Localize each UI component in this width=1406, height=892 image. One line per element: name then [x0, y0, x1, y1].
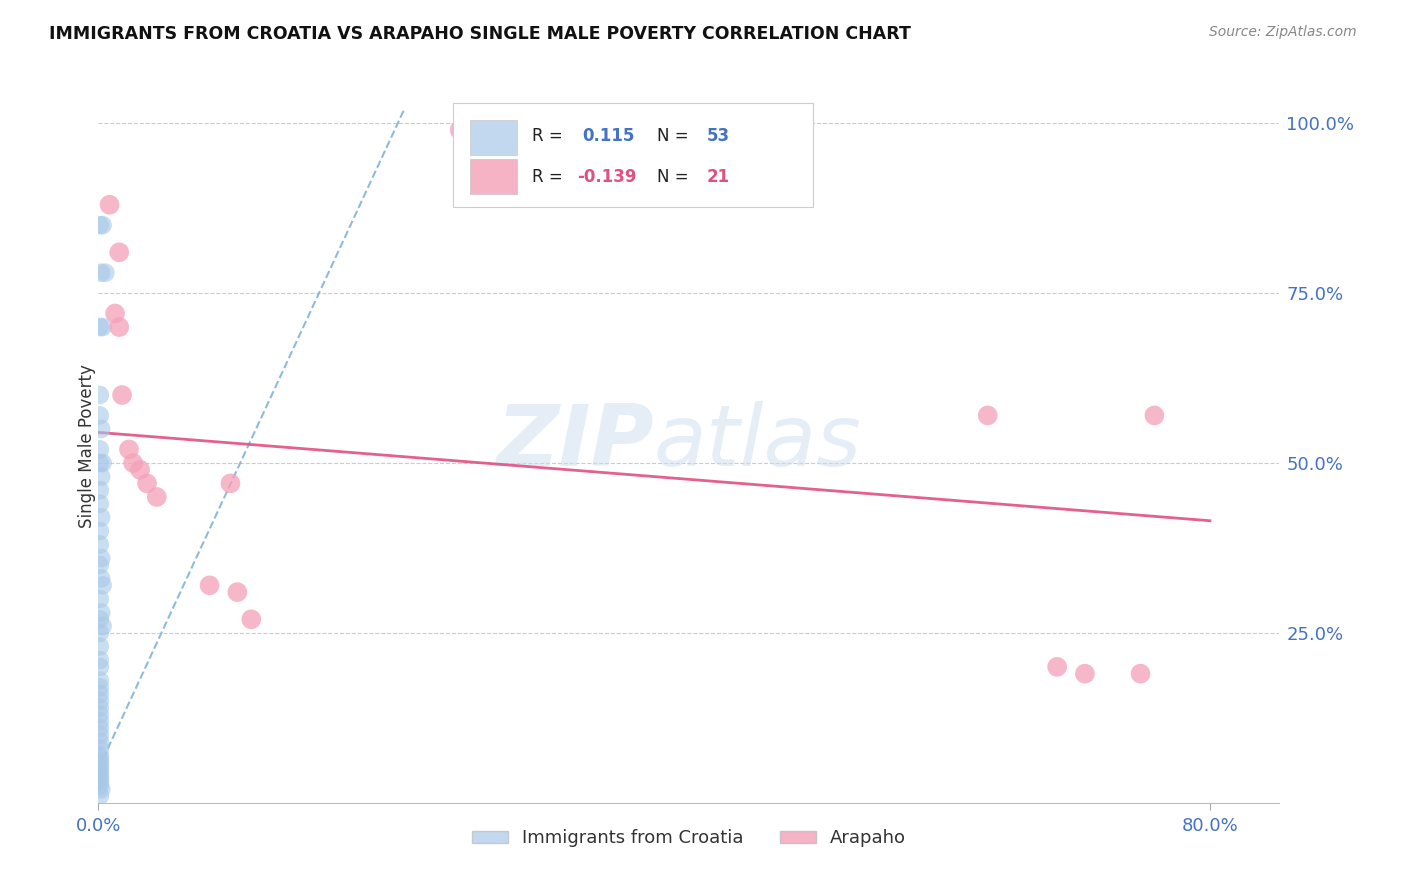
Point [1143, 409, 1166, 423]
Point [108, 245, 131, 260]
Point [89, 673, 111, 688]
Point [91, 320, 114, 334]
Point [89, 714, 111, 729]
Point [89, 762, 111, 776]
Point [1074, 666, 1097, 681]
Point [89, 789, 111, 803]
Point [146, 490, 169, 504]
Point [108, 320, 131, 334]
Point [89, 765, 111, 780]
Point [89, 483, 111, 498]
Point [89, 721, 111, 735]
Point [90, 266, 112, 280]
Point [90, 572, 112, 586]
Point [89, 751, 111, 765]
Text: IMMIGRANTS FROM CROATIA VS ARAPAHO SINGLE MALE POVERTY CORRELATION CHART: IMMIGRANTS FROM CROATIA VS ARAPAHO SINGL… [49, 25, 911, 43]
Point [219, 476, 242, 491]
Point [89, 497, 111, 511]
Point [1046, 660, 1069, 674]
Point [136, 476, 159, 491]
Point [89, 409, 111, 423]
Text: R =: R = [531, 127, 562, 145]
Point [89, 734, 111, 748]
Point [89, 660, 111, 674]
Point [89, 700, 111, 714]
Point [89, 320, 111, 334]
Point [89, 728, 111, 742]
Point [104, 306, 127, 320]
Point [89, 456, 111, 470]
Point [89, 680, 111, 694]
Point [89, 748, 111, 763]
Point [89, 687, 111, 701]
Point [111, 388, 134, 402]
Point [89, 741, 111, 756]
Point [118, 442, 141, 457]
Point [129, 463, 152, 477]
Point [89, 772, 111, 786]
FancyBboxPatch shape [471, 159, 516, 194]
Point [89, 626, 111, 640]
Text: 21: 21 [707, 168, 730, 186]
Point [89, 653, 111, 667]
Point [449, 123, 471, 137]
Text: Source: ZipAtlas.com: Source: ZipAtlas.com [1209, 25, 1357, 39]
Point [89, 779, 111, 793]
Text: N =: N = [657, 168, 689, 186]
Point [89, 758, 111, 772]
Legend: Immigrants from Croatia, Arapaho: Immigrants from Croatia, Arapaho [464, 822, 914, 855]
Point [1129, 666, 1152, 681]
Point [89, 707, 111, 722]
Point [198, 578, 221, 592]
Point [89, 769, 111, 783]
Point [91, 456, 114, 470]
Point [89, 591, 111, 606]
Point [89, 442, 111, 457]
Point [91, 578, 114, 592]
Point [122, 456, 145, 470]
Point [90, 422, 112, 436]
Point [89, 218, 111, 232]
Text: 53: 53 [707, 127, 730, 145]
Point [98, 198, 121, 212]
Point [89, 524, 111, 538]
Text: 0.115: 0.115 [582, 127, 636, 145]
Point [240, 612, 263, 626]
Point [89, 612, 111, 626]
Point [90, 469, 112, 483]
Text: N =: N = [657, 127, 689, 145]
Point [491, 123, 513, 137]
Point [226, 585, 249, 599]
Point [89, 388, 111, 402]
Point [90, 606, 112, 620]
Point [89, 537, 111, 551]
Point [89, 640, 111, 654]
Point [90, 510, 112, 524]
Text: atlas: atlas [654, 401, 862, 484]
Text: -0.139: -0.139 [576, 168, 637, 186]
Text: R =: R = [531, 168, 562, 186]
Y-axis label: Single Male Poverty: Single Male Poverty [79, 364, 96, 528]
Point [91, 619, 114, 633]
FancyBboxPatch shape [471, 120, 516, 155]
Point [90, 782, 112, 797]
Point [89, 755, 111, 769]
Point [89, 775, 111, 789]
Point [89, 558, 111, 572]
Point [94, 266, 117, 280]
FancyBboxPatch shape [453, 103, 813, 207]
Point [89, 694, 111, 708]
Text: ZIP: ZIP [496, 401, 654, 484]
Point [976, 409, 998, 423]
Point [90, 551, 112, 566]
Point [91, 218, 114, 232]
